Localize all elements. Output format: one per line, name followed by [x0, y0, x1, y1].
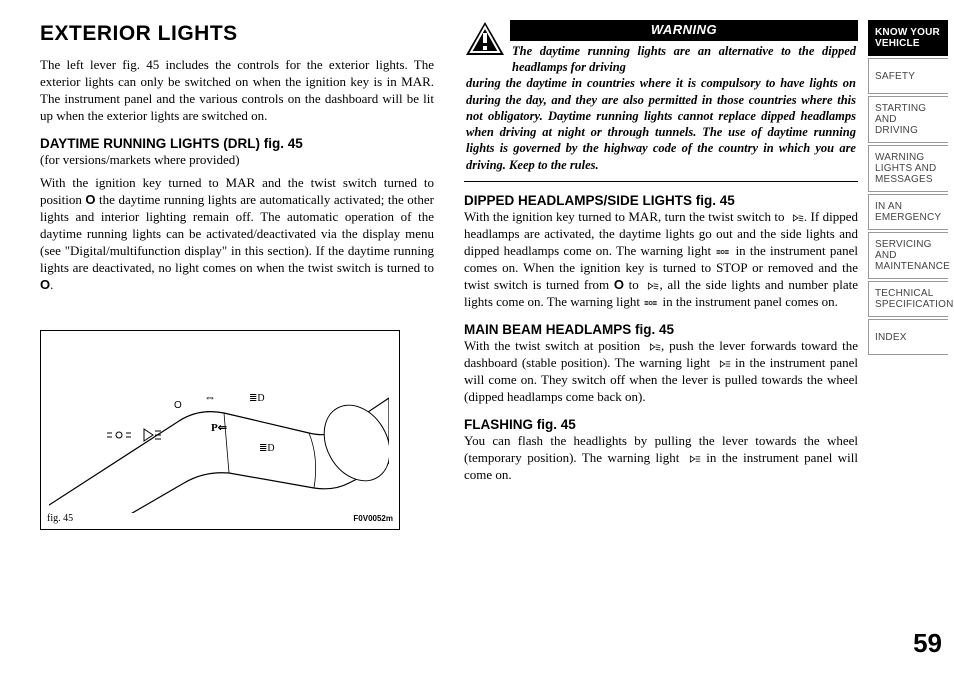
page-title: EXTERIOR LIGHTS — [40, 20, 434, 47]
tab-technical[interactable]: TECHNICAL SPECIFICATIONS — [868, 281, 948, 317]
tab-emergency[interactable]: IN AN EMERGENCY — [868, 194, 948, 230]
left-column: EXTERIOR LIGHTS The left lever fig. 45 i… — [40, 20, 440, 653]
high-beam-icon — [715, 359, 731, 369]
drl-text-b: the daytime running lights are auto­mati… — [40, 192, 434, 275]
lever-illustration: O ⇔ ≣D P⇐ ≣D — [49, 343, 389, 513]
dipped-beam-icon — [788, 213, 804, 223]
main-beam-paragraph: With the twist switch at position , push… — [464, 338, 858, 406]
drl-text-c: . — [50, 277, 53, 292]
intro-paragraph: The left lever fig. 45 includes the cont… — [40, 57, 434, 125]
tab-warning-lights[interactable]: WARNING LIGHTS AND MESSAGES — [868, 145, 948, 192]
page-number: 59 — [913, 628, 942, 659]
figure-code: F0V0052m — [353, 514, 393, 524]
high-beam-icon — [685, 454, 701, 464]
dipped-beam-icon — [645, 342, 661, 352]
warning-box: WARNING The daytime running lights are a… — [464, 20, 858, 182]
svg-text:≣D: ≣D — [249, 393, 265, 404]
tab-servicing[interactable]: SERVICING AND MAINTENANCE — [868, 232, 948, 279]
flashing-paragraph: You can flash the headlights by pulling … — [464, 433, 858, 484]
warning-header: WARNING — [510, 20, 858, 41]
drl-o1: O — [85, 192, 95, 207]
tab-starting-driving[interactable]: STARTING AND DRIVING — [868, 96, 948, 143]
drl-o2: O — [40, 277, 50, 292]
svg-text:⇔: ⇔ — [204, 390, 216, 404]
drl-paragraph: With the ignition key turned to MAR and … — [40, 175, 434, 293]
dipped-heading: DIPPED HEADLAMPS/SIDE LIGHTS fig. 45 — [464, 192, 858, 210]
figure-45: O ⇔ ≣D P⇐ ≣D fig. 45 F0V0052m — [40, 330, 400, 530]
warning-lead: The daytime running lights are an alter­… — [466, 43, 856, 76]
main-beam-heading: MAIN BEAM HEADLAMPS fig. 45 — [464, 321, 858, 339]
right-column: WARNING The daytime running lights are a… — [458, 20, 858, 653]
figure-label: fig. 45 — [47, 512, 73, 525]
svg-text:≣D: ≣D — [259, 443, 275, 454]
flashing-heading: FLASHING fig. 45 — [464, 416, 858, 434]
svg-text:P⇐: P⇐ — [211, 422, 227, 434]
tab-index[interactable]: INDEX — [868, 319, 948, 355]
warning-rest: during the daytime in countries where it… — [466, 76, 856, 171]
side-light-icon — [715, 247, 731, 257]
dipped-beam-icon — [643, 281, 659, 291]
warning-text: The daytime running lights are an alter­… — [464, 41, 858, 182]
tab-know-your-vehicle[interactable]: KNOW YOUR VEHICLE — [868, 20, 948, 56]
dipped-paragraph: With the ignition key turned to MAR, tur… — [464, 209, 858, 310]
warning-icon — [464, 20, 506, 58]
sidebar-tabs: KNOW YOUR VEHICLE SAFETY STARTING AND DR… — [868, 0, 954, 673]
tab-safety[interactable]: SAFETY — [868, 58, 948, 94]
svg-text:O: O — [174, 400, 182, 411]
drl-note: (for versions/markets where provided) — [40, 152, 434, 169]
drl-heading: DAYTIME RUNNING LIGHTS (DRL) fig. 45 — [40, 135, 434, 153]
side-light-icon — [643, 298, 659, 308]
